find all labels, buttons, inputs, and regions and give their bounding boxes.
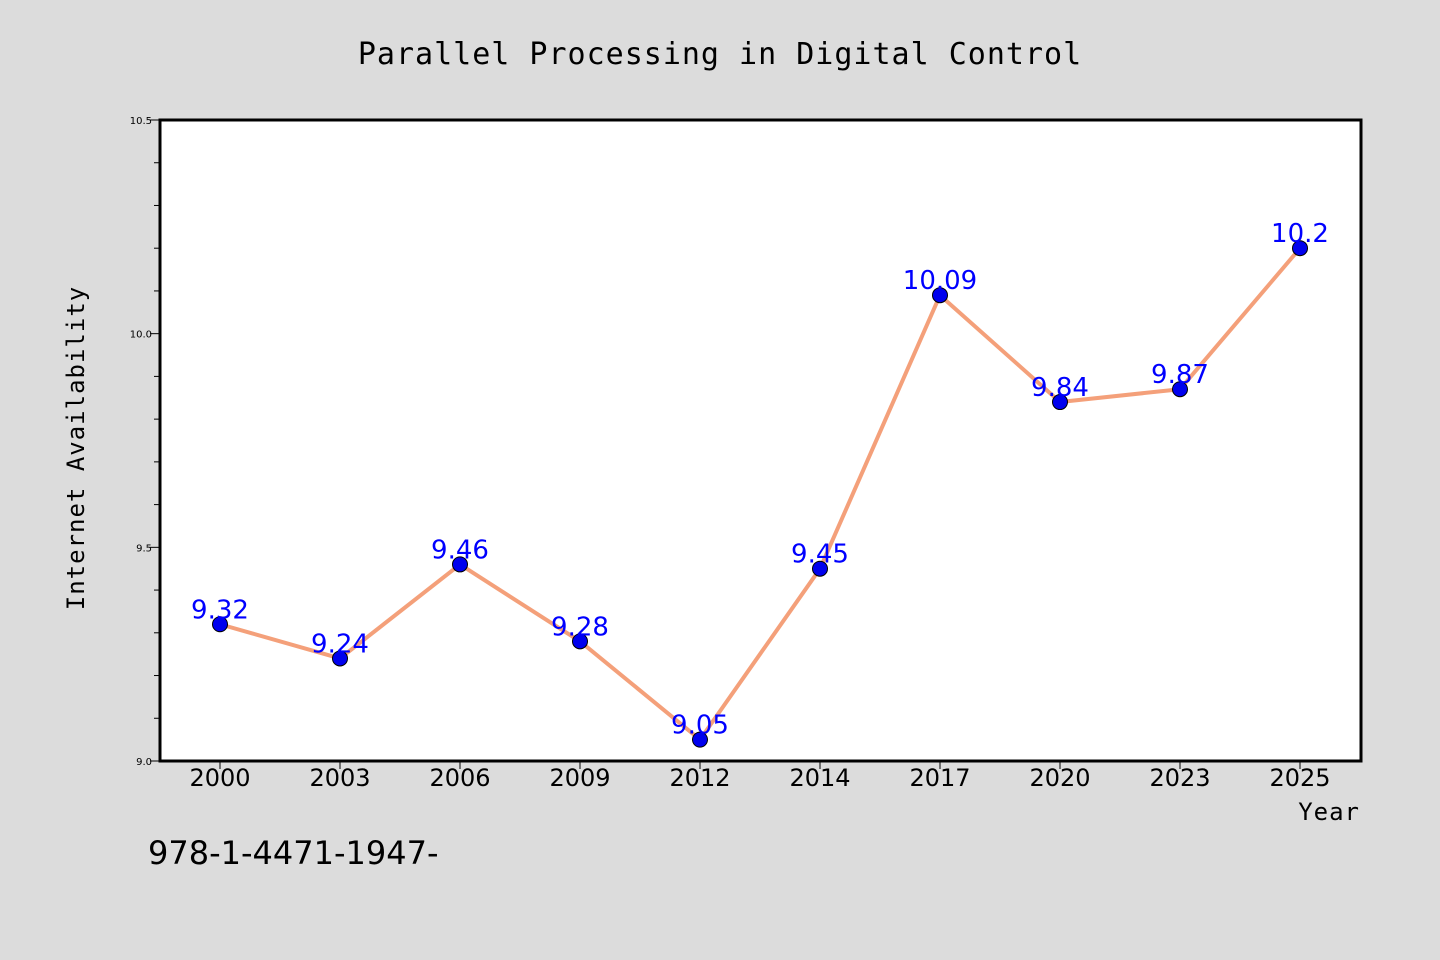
data-label: 10.2: [1271, 219, 1329, 249]
data-point: [1052, 394, 1068, 411]
data-label: 9.05: [671, 711, 729, 741]
x-tick-label: 2009: [549, 764, 610, 792]
x-tick-label: 2003: [309, 764, 370, 792]
x-tick-label: 2006: [429, 764, 490, 792]
chart-title: Parallel Processing in Digital Control: [358, 37, 1082, 72]
data-point: [812, 560, 828, 577]
y-axis-label: Internet Availability: [62, 286, 90, 610]
x-tick-label: 2025: [1269, 764, 1330, 792]
y-tick-label: 9.0: [136, 757, 152, 768]
data-label: 9.28: [551, 612, 609, 642]
x-tick-label: 2023: [1149, 764, 1210, 792]
y-tick-label: 10.0: [130, 330, 152, 341]
data-point: [212, 616, 228, 633]
plot-frame: [158, 118, 1363, 763]
x-tick-label: 2000: [189, 764, 250, 792]
x-tick-label: 2012: [669, 764, 730, 792]
data-point: [692, 731, 708, 748]
x-axis-label: Year: [1298, 798, 1360, 826]
data-label: 9.45: [791, 540, 849, 570]
data-point: [932, 287, 948, 304]
y-tick-label: 9.5: [136, 543, 152, 554]
data-label: 9.87: [1151, 360, 1209, 390]
x-tick-label: 2020: [1029, 764, 1090, 792]
data-label: 9.24: [311, 629, 369, 659]
x-tick-label: 2014: [789, 764, 850, 792]
data-point: [572, 633, 588, 650]
data-point: [452, 556, 468, 573]
data-label: 10.09: [903, 266, 977, 296]
footer-code: 978-1-4471-1947-: [148, 834, 439, 872]
data-label: 9.46: [431, 535, 489, 565]
data-label: 9.84: [1031, 373, 1089, 403]
series-line: [218, 246, 1302, 742]
data-point: [1172, 381, 1188, 398]
data-point: [332, 650, 348, 667]
y-tick-label: 10.5: [130, 116, 152, 127]
data-point: [1292, 240, 1308, 257]
x-tick-label: 2017: [909, 764, 970, 792]
data-label: 9.32: [191, 595, 249, 625]
